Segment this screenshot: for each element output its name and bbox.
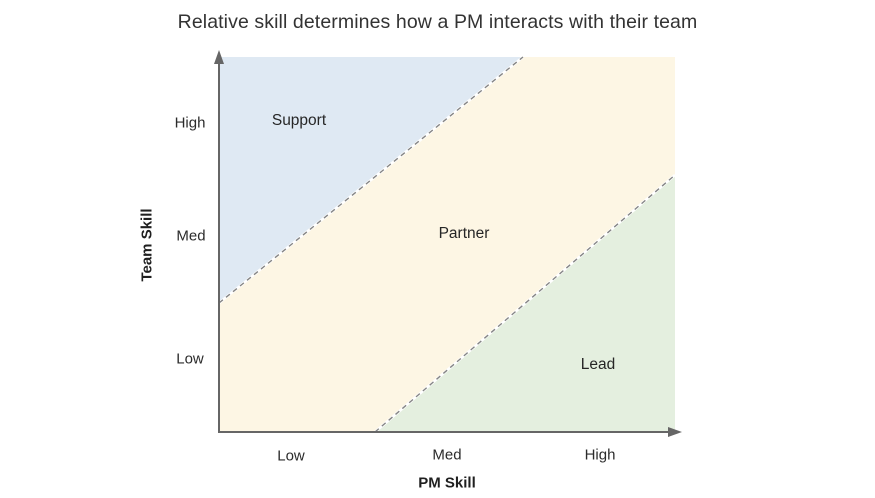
x-axis-title: PM Skill (418, 474, 476, 492)
partner-region-label: Partner (438, 225, 490, 242)
lead-region-label: Lead (580, 356, 616, 373)
y-axis-title: Team Skill (138, 208, 156, 282)
partner-region-shape (219, 57, 675, 432)
y-tick-low: Low (176, 350, 204, 368)
x-tick-med: Med (432, 446, 462, 464)
y-tick-med: Med (176, 227, 206, 245)
lower-boundary-dashed-line (374, 174, 676, 433)
x-tick-high: High (584, 446, 616, 464)
y-axis-arrowhead-icon (214, 50, 224, 64)
chart-title: Relative skill determines how a PM inter… (177, 11, 698, 33)
upper-boundary-dashed-line (218, 56, 524, 304)
support-region-label: Support (271, 112, 327, 129)
x-tick-low: Low (277, 447, 305, 465)
y-tick-high: High (174, 114, 206, 132)
x-axis-arrowhead-icon (668, 427, 682, 437)
